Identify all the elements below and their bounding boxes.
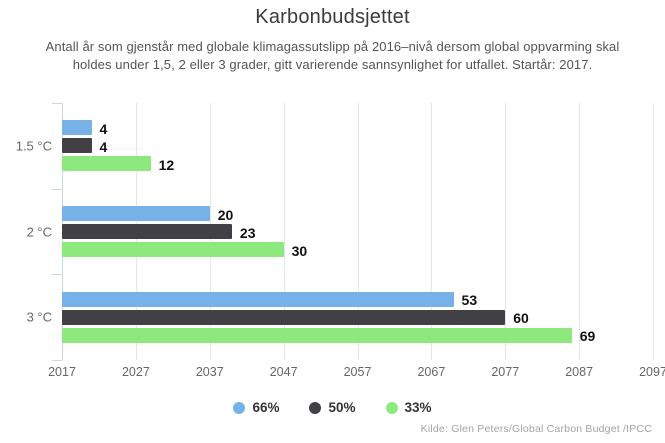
category-axis-tick	[52, 274, 62, 276]
gridline	[653, 103, 654, 360]
gridline	[357, 103, 359, 360]
bar-50%-1.5 °C[interactable]	[62, 138, 92, 154]
gridline	[579, 103, 581, 360]
x-axis-tick-label: 2087	[565, 365, 594, 379]
bar-value-label: 4	[99, 138, 108, 155]
bar-50%-2 °C[interactable]	[62, 224, 232, 239]
x-axis-tick-label: 2097	[639, 365, 665, 379]
gridline	[505, 103, 507, 360]
bar-value-label: 60	[513, 310, 529, 327]
bar-33%-1.5 °C[interactable]	[62, 156, 151, 172]
gridline	[431, 103, 433, 360]
x-axis-tick-label: 2047	[269, 365, 298, 379]
legend-item-66%[interactable]: 66%	[233, 400, 279, 415]
bar-value-label: 23	[239, 224, 256, 241]
chart-subtitle: Antall år som gjenstår med globale klima…	[45, 39, 620, 72]
bar-50%-3 °C[interactable]	[62, 309, 506, 325]
gridline	[283, 103, 285, 360]
x-axis-tick-label: 2037	[195, 365, 224, 379]
bar-66%-3 °C[interactable]	[62, 291, 454, 307]
legend-label: 50%	[328, 400, 356, 415]
chart-title: Karbonbudsjettet	[255, 6, 410, 28]
x-axis-tick-label: 2077	[491, 365, 520, 379]
legend-item-50%[interactable]: 50%	[309, 400, 356, 415]
source-credit: Kilde: Glen Peters/Global Carbon Budget …	[420, 423, 652, 435]
x-axis-tick-label: 2027	[121, 365, 150, 379]
legend-label: 66%	[252, 400, 280, 415]
legend: 66% 50% 33%	[0, 400, 665, 415]
x-axis-tick-label: 2057	[343, 365, 372, 379]
legend-item-33%[interactable]: 33%	[385, 400, 432, 415]
y-axis-category-label: 2 °C	[26, 224, 52, 239]
category-axis-tick	[52, 188, 62, 190]
legend-label: 33%	[404, 400, 432, 415]
bar-value-label: 69	[579, 328, 596, 345]
legend-marker-circle	[385, 401, 398, 414]
bar-33%-2 °C[interactable]	[62, 242, 284, 257]
x-axis-tick-label: 2017	[48, 365, 76, 379]
bar-value-label: 12	[158, 156, 175, 173]
legend-marker-circle	[309, 401, 322, 414]
bar-value-label: 20	[217, 206, 234, 223]
category-axis-tick	[52, 360, 62, 361]
bar-66%-1.5 °C[interactable]	[62, 120, 92, 136]
y-axis-category-label: 3 °C	[26, 309, 52, 325]
y-axis-category-label: 1.5 °C	[15, 138, 52, 154]
bar-value-label: 30	[291, 242, 308, 259]
bar-66%-2 °C[interactable]	[62, 206, 210, 221]
x-axis-tick-label: 2067	[417, 365, 446, 379]
legend-marker-circle	[233, 401, 246, 414]
category-axis-tick	[52, 103, 62, 104]
bar-value-label: 4	[99, 120, 108, 137]
bar-33%-3 °C[interactable]	[62, 327, 572, 343]
bar-value-label: 53	[461, 292, 478, 309]
